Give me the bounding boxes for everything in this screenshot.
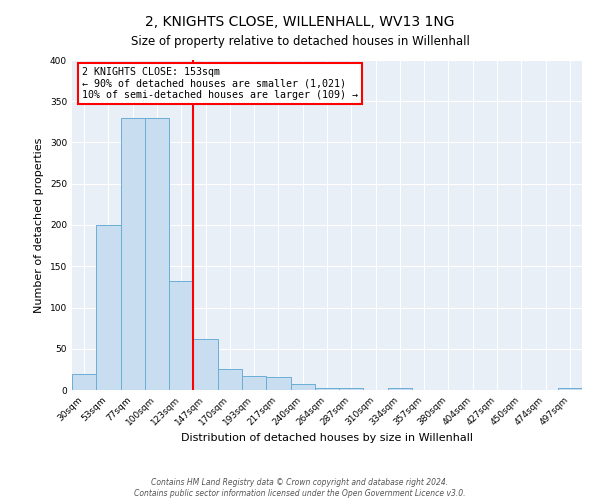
Bar bbox=[558, 388, 582, 390]
Text: 2 KNIGHTS CLOSE: 153sqm
← 90% of detached houses are smaller (1,021)
10% of semi: 2 KNIGHTS CLOSE: 153sqm ← 90% of detache… bbox=[82, 66, 358, 100]
Bar bbox=[145, 118, 169, 390]
Bar bbox=[266, 377, 290, 390]
Bar bbox=[388, 388, 412, 390]
Bar bbox=[169, 281, 193, 390]
Bar bbox=[193, 339, 218, 390]
Bar bbox=[290, 384, 315, 390]
Bar bbox=[315, 388, 339, 390]
Bar bbox=[96, 225, 121, 390]
Text: Size of property relative to detached houses in Willenhall: Size of property relative to detached ho… bbox=[131, 35, 469, 48]
Bar bbox=[218, 368, 242, 390]
Text: 2, KNIGHTS CLOSE, WILLENHALL, WV13 1NG: 2, KNIGHTS CLOSE, WILLENHALL, WV13 1NG bbox=[145, 15, 455, 29]
X-axis label: Distribution of detached houses by size in Willenhall: Distribution of detached houses by size … bbox=[181, 432, 473, 442]
Bar bbox=[72, 374, 96, 390]
Y-axis label: Number of detached properties: Number of detached properties bbox=[34, 138, 44, 312]
Bar bbox=[339, 388, 364, 390]
Bar bbox=[242, 376, 266, 390]
Text: Contains HM Land Registry data © Crown copyright and database right 2024.
Contai: Contains HM Land Registry data © Crown c… bbox=[134, 478, 466, 498]
Bar bbox=[121, 118, 145, 390]
